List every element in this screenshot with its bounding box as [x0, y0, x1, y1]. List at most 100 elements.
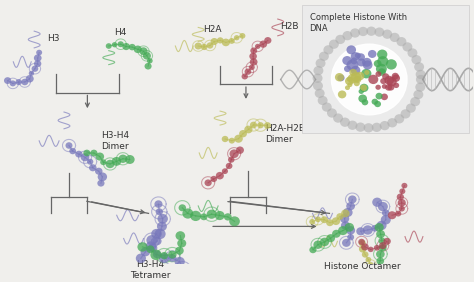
Circle shape [376, 257, 384, 265]
Circle shape [416, 70, 426, 79]
Circle shape [382, 73, 389, 80]
Circle shape [146, 245, 155, 253]
Circle shape [9, 80, 16, 86]
Circle shape [411, 55, 421, 64]
Circle shape [332, 230, 341, 238]
Circle shape [106, 160, 115, 168]
Circle shape [177, 239, 186, 248]
Circle shape [358, 89, 364, 94]
Circle shape [366, 27, 376, 36]
Circle shape [98, 172, 107, 181]
Circle shape [319, 52, 329, 61]
Circle shape [361, 69, 372, 78]
Circle shape [175, 231, 185, 240]
Circle shape [245, 69, 251, 75]
Circle shape [341, 210, 350, 217]
Text: H4: H4 [114, 28, 126, 37]
FancyBboxPatch shape [301, 5, 469, 133]
Circle shape [175, 247, 184, 255]
Circle shape [362, 252, 368, 258]
Circle shape [313, 241, 322, 249]
Circle shape [229, 149, 239, 158]
Circle shape [387, 118, 397, 127]
Text: H2A-H2B
Dimer: H2A-H2B Dimer [265, 124, 305, 144]
Circle shape [32, 66, 38, 72]
Circle shape [155, 229, 165, 239]
Circle shape [395, 211, 401, 217]
Circle shape [194, 43, 202, 49]
Circle shape [385, 84, 392, 91]
Circle shape [378, 202, 388, 211]
Circle shape [346, 226, 355, 235]
Text: H3-H4
Tetramer: H3-H4 Tetramer [130, 260, 171, 280]
Circle shape [362, 58, 372, 67]
Circle shape [345, 85, 350, 90]
Circle shape [380, 78, 387, 84]
Circle shape [415, 82, 425, 92]
Circle shape [381, 215, 391, 224]
Circle shape [239, 33, 246, 39]
Circle shape [97, 180, 105, 187]
Circle shape [75, 151, 82, 158]
Circle shape [335, 35, 345, 44]
Circle shape [139, 47, 147, 55]
Circle shape [345, 77, 354, 85]
Circle shape [381, 94, 388, 100]
Text: H2B: H2B [280, 22, 298, 31]
Circle shape [350, 28, 360, 38]
Circle shape [159, 253, 170, 263]
Circle shape [81, 153, 89, 161]
Circle shape [168, 254, 176, 262]
Circle shape [354, 81, 360, 86]
Circle shape [95, 153, 104, 160]
Circle shape [313, 66, 323, 75]
Circle shape [190, 211, 201, 221]
Text: Complete Histone With
DNA: Complete Histone With DNA [310, 12, 407, 33]
Circle shape [351, 52, 360, 61]
Circle shape [316, 59, 326, 68]
Circle shape [118, 41, 124, 47]
Circle shape [327, 108, 337, 118]
Circle shape [179, 204, 186, 211]
Circle shape [382, 210, 390, 216]
Circle shape [201, 44, 208, 50]
Circle shape [375, 85, 381, 90]
Circle shape [168, 251, 177, 259]
Circle shape [393, 83, 399, 88]
Circle shape [340, 214, 349, 223]
Circle shape [147, 58, 153, 63]
Circle shape [383, 30, 392, 39]
Circle shape [228, 138, 235, 144]
Circle shape [146, 235, 157, 245]
Circle shape [374, 60, 382, 67]
Circle shape [228, 38, 235, 44]
Circle shape [65, 142, 73, 149]
Circle shape [342, 56, 352, 65]
Circle shape [174, 257, 185, 266]
Circle shape [359, 240, 366, 246]
Circle shape [151, 229, 162, 239]
Circle shape [257, 122, 264, 128]
Circle shape [200, 213, 208, 220]
Circle shape [249, 53, 257, 60]
Circle shape [322, 102, 332, 112]
Circle shape [394, 114, 404, 124]
Circle shape [360, 85, 367, 91]
Circle shape [183, 269, 194, 279]
Circle shape [255, 44, 260, 49]
Circle shape [365, 257, 371, 262]
Circle shape [374, 223, 384, 232]
Circle shape [408, 48, 418, 58]
Circle shape [222, 168, 228, 174]
Circle shape [376, 64, 387, 74]
Circle shape [358, 239, 365, 245]
Circle shape [398, 199, 406, 206]
Circle shape [69, 148, 76, 154]
Circle shape [250, 47, 257, 54]
Circle shape [347, 234, 354, 241]
Circle shape [388, 211, 396, 219]
Circle shape [354, 76, 361, 83]
Circle shape [320, 216, 328, 223]
Circle shape [360, 84, 368, 92]
Circle shape [372, 198, 382, 207]
